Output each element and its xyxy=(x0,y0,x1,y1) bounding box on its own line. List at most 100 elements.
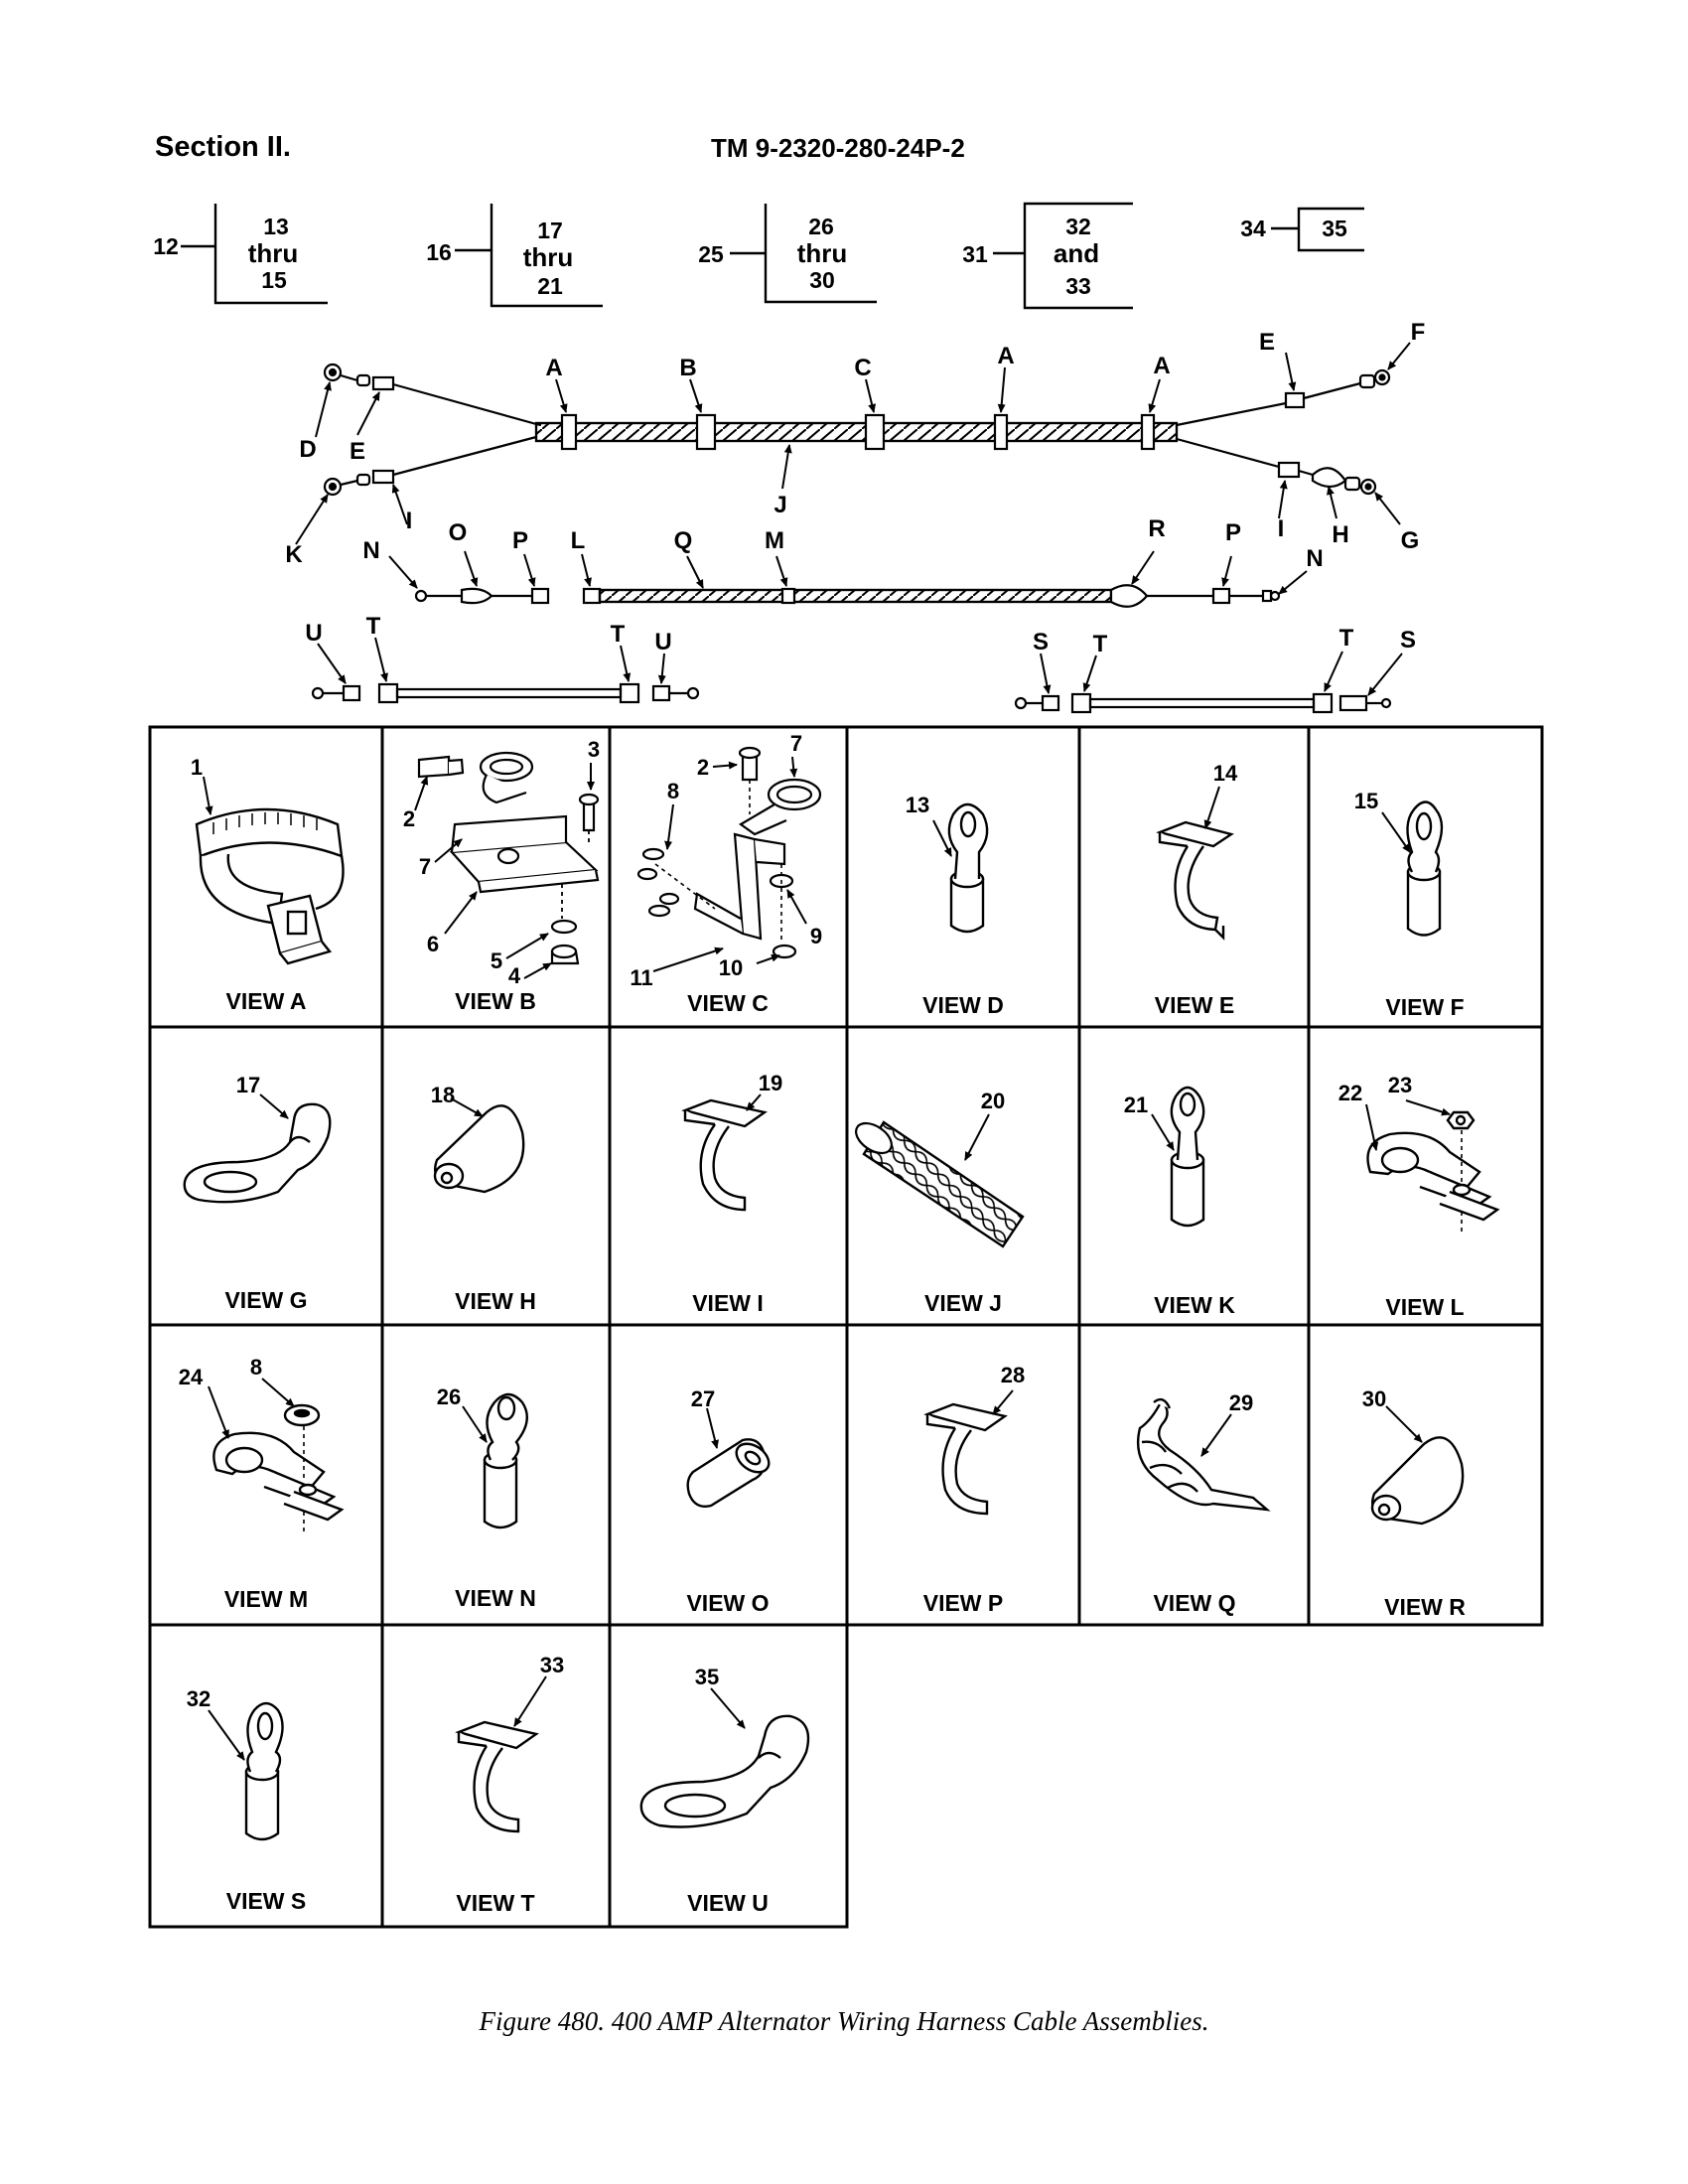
view-o-sleeve xyxy=(686,1438,771,1508)
harness-label: D xyxy=(299,436,316,463)
group-16-item: 16 xyxy=(426,239,452,265)
harness-label: A xyxy=(545,355,562,381)
harness-label: F xyxy=(1411,319,1426,346)
view-label-l: VIEW L xyxy=(1385,1294,1464,1320)
view-l-loop-clamp xyxy=(1366,1110,1500,1222)
harness-label: S xyxy=(1033,629,1049,655)
harness-label: K xyxy=(285,541,303,568)
view-label-q: VIEW Q xyxy=(1153,1590,1235,1616)
view-e-clip xyxy=(1156,820,1234,941)
view-t-clip xyxy=(455,1720,539,1833)
group-25-line1: 26 xyxy=(808,214,834,239)
group-31-line1: 32 xyxy=(1065,214,1091,239)
view-c-clamp-bracket xyxy=(636,746,822,959)
group-25-line2: thru xyxy=(797,238,848,268)
view-label-k: VIEW K xyxy=(1154,1292,1235,1318)
harness-label: I xyxy=(406,508,413,534)
harness-label: N xyxy=(1306,545,1323,572)
callout-10: 10 xyxy=(719,955,743,980)
view-label-f: VIEW F xyxy=(1385,994,1464,1020)
callout-7: 7 xyxy=(790,731,802,756)
callout-8: 8 xyxy=(667,779,679,803)
group-34-item: 34 xyxy=(1240,216,1266,241)
callout-27: 27 xyxy=(691,1386,715,1411)
callout-2: 2 xyxy=(403,806,415,831)
harness-label: G xyxy=(1401,527,1420,554)
callout-6: 6 xyxy=(427,932,439,956)
view-label-o: VIEW O xyxy=(686,1590,769,1616)
harness-label: P xyxy=(512,527,528,554)
harness-label: I xyxy=(1278,515,1285,542)
view-label-j: VIEW J xyxy=(924,1290,1002,1316)
group-16-line1: 17 xyxy=(537,218,563,243)
view-label-p: VIEW P xyxy=(923,1590,1004,1616)
callout-35: 35 xyxy=(695,1665,719,1689)
view-u-ring-terminal xyxy=(639,1714,810,1828)
callout-19: 19 xyxy=(759,1071,782,1095)
top-harness-leaders xyxy=(295,342,1411,545)
view-i-clip xyxy=(681,1098,768,1212)
callout-14: 14 xyxy=(1213,761,1238,786)
callout-28: 28 xyxy=(1001,1363,1025,1387)
top-harness xyxy=(323,363,1391,497)
harness-label: M xyxy=(765,527,784,554)
view-n-ring-terminal xyxy=(483,1392,528,1529)
view-label-b: VIEW B xyxy=(455,988,536,1014)
harness-label: H xyxy=(1332,521,1348,548)
view-j-braided-sleeve xyxy=(855,1120,1025,1248)
view-label-t: VIEW T xyxy=(456,1890,534,1916)
harness-label: U xyxy=(654,629,671,655)
view-h-boot xyxy=(433,1104,525,1194)
group-34-line1: 35 xyxy=(1322,216,1347,241)
harness-label: L xyxy=(571,527,586,554)
callout-20: 20 xyxy=(981,1089,1005,1113)
view-f-ring-terminal xyxy=(1406,801,1444,937)
section-title: Section II. xyxy=(155,131,291,163)
harness-label: T xyxy=(1093,631,1108,657)
harness-label: T xyxy=(611,621,626,648)
callout-24: 24 xyxy=(179,1365,204,1389)
callout-2: 2 xyxy=(697,755,709,780)
callout-1: 1 xyxy=(191,755,203,780)
callout-30: 30 xyxy=(1362,1386,1386,1411)
callout-21: 21 xyxy=(1124,1092,1148,1117)
callout-9: 9 xyxy=(810,924,822,948)
callout-23: 23 xyxy=(1388,1073,1412,1097)
view-s-ring-terminal xyxy=(244,1701,284,1841)
group-12-line2: thru xyxy=(248,238,299,268)
callout-29: 29 xyxy=(1229,1390,1253,1415)
harness-label: T xyxy=(1339,625,1354,652)
callout-8: 8 xyxy=(250,1355,262,1380)
harness-label: A xyxy=(997,343,1014,369)
tm-number: TM 9-2320-280-24P-2 xyxy=(711,133,965,163)
view-a-cable-tie xyxy=(195,807,345,965)
callout-15: 15 xyxy=(1354,789,1378,813)
group-31-line2: and xyxy=(1054,238,1099,268)
harness-label: S xyxy=(1400,627,1416,654)
view-label-i: VIEW I xyxy=(692,1290,764,1316)
callout-17: 17 xyxy=(236,1073,260,1097)
view-d-ring-terminal xyxy=(947,802,989,934)
view-label-r: VIEW R xyxy=(1384,1594,1466,1620)
view-label-a: VIEW A xyxy=(226,988,307,1014)
callout-7: 7 xyxy=(419,854,431,879)
group-25-line3: 30 xyxy=(809,267,835,293)
view-label-d: VIEW D xyxy=(922,992,1004,1018)
bottom-cables xyxy=(311,682,1392,714)
group-12-item: 12 xyxy=(153,233,179,259)
harness-label: N xyxy=(362,537,379,564)
harness-label: O xyxy=(449,519,468,546)
view-label-h: VIEW H xyxy=(455,1288,536,1314)
callout-11: 11 xyxy=(630,965,652,990)
view-k-ring-terminal xyxy=(1170,1086,1205,1228)
harness-label: A xyxy=(1153,353,1170,379)
callout-18: 18 xyxy=(431,1083,455,1107)
view-label-e: VIEW E xyxy=(1155,992,1235,1018)
view-g-ring-terminal xyxy=(183,1102,332,1204)
group-25-item: 25 xyxy=(698,241,724,267)
views-grid xyxy=(148,725,1544,1929)
harness-label: E xyxy=(1259,329,1275,356)
callout-4: 4 xyxy=(508,963,521,988)
view-b-clamp-bracket xyxy=(417,751,600,965)
